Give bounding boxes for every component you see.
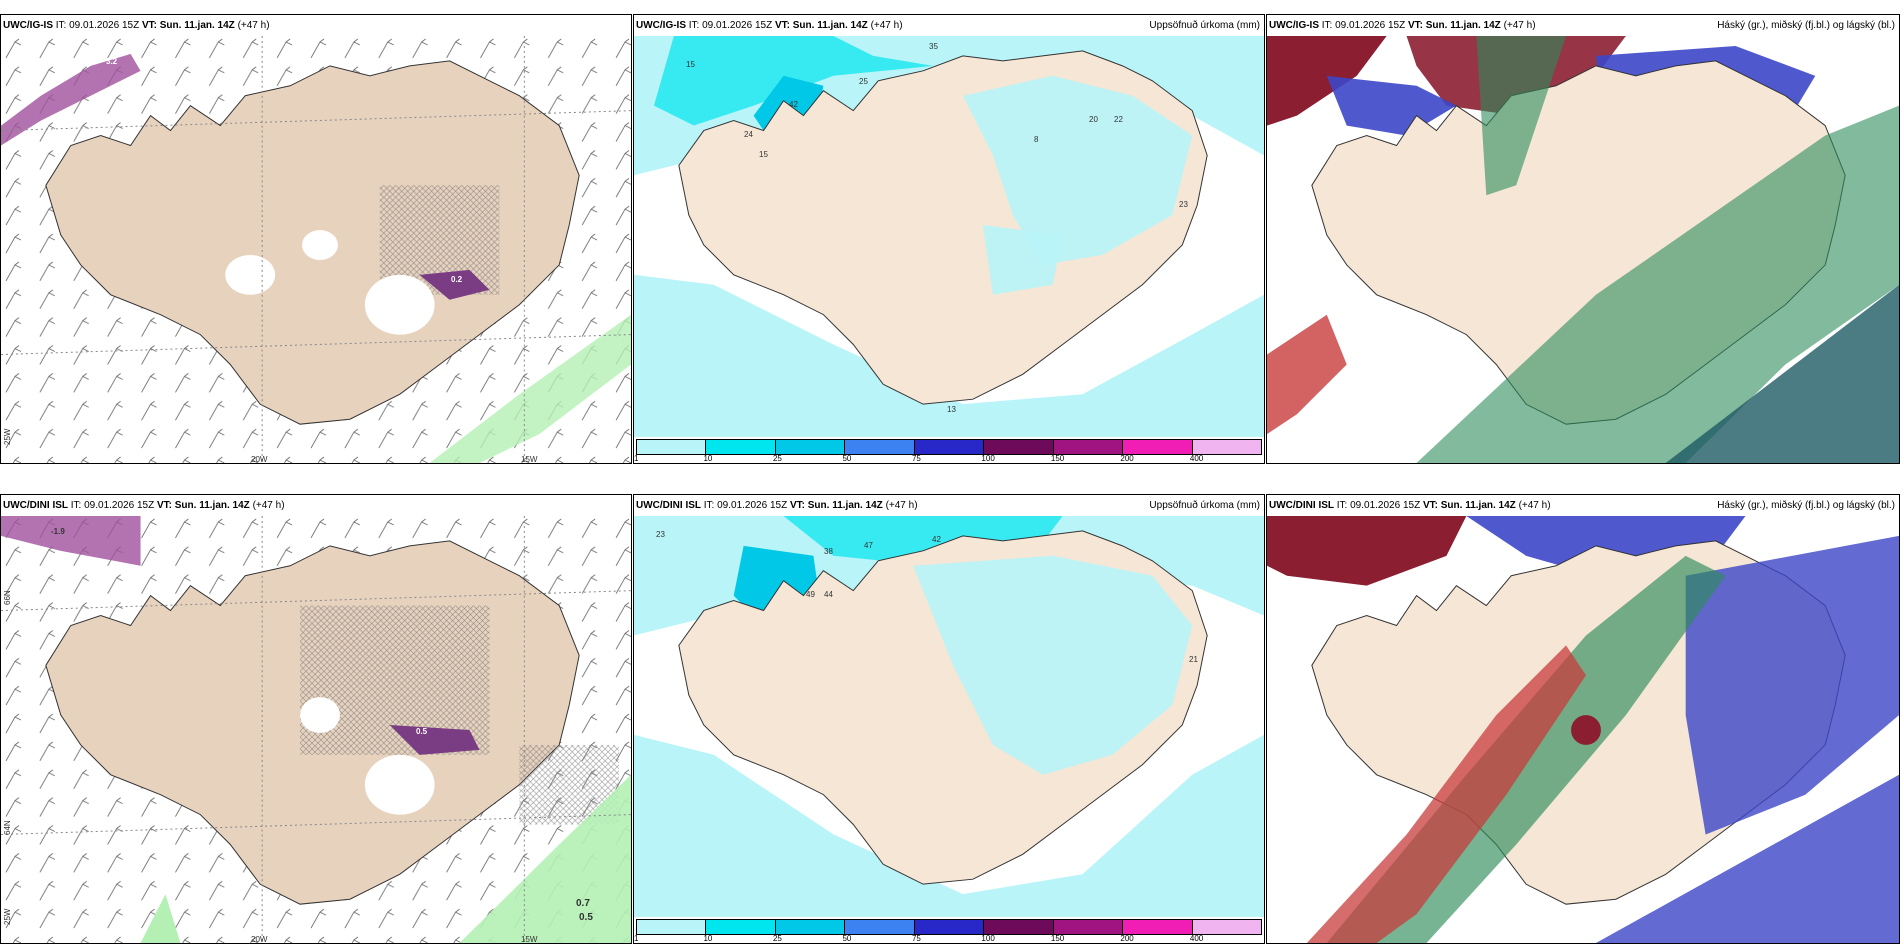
panel-field-label: Háský (gr.), miðský (fj.bl.) og lágský (… [1717,500,1895,511]
colorbar-swatch [637,920,707,934]
map-wind-top [1,36,631,463]
colorbar-swatch [1192,440,1261,454]
panel-field-label: Uppsöfnuð úrkoma (mm) [1149,500,1260,511]
colorbar: 1 10 25 50 75 100 150 200 400 [634,917,1264,943]
colorbar-label: 1 [634,934,639,943]
precip-value: 8 [1034,135,1039,144]
value-label: 3.2 [106,57,118,66]
precip-value: 23 [1179,200,1188,209]
lat-label-25w: 25W [3,428,12,445]
colorbar-label: 100 [981,934,995,943]
colorbar-swatch [637,440,707,454]
colorbar-label: 10 [703,454,713,463]
panel-precip-dini: UWC/DINI ISL IT: 09.01.2026 15Z VT: Sun.… [633,494,1265,944]
colorbar-swatch [1053,920,1124,934]
panel-clouds-igis: UWC/IG-IS IT: 09.01.2026 15Z VT: Sun. 11… [1266,14,1900,464]
precip-value: 20 [1089,115,1098,124]
colorbar-label: 50 [842,934,852,943]
precip-value: 25 [859,77,868,86]
colorbar-label: 200 [1120,454,1134,463]
panel-clouds-dini: UWC/DINI ISL IT: 09.01.2026 15Z VT: Sun.… [1266,494,1900,944]
colorbar-swatch [1123,440,1193,454]
colorbar-label: 400 [1189,454,1204,463]
value-label: 0.7 [576,898,590,909]
panel-title: UWC/IG-IS IT: 09.01.2026 15Z VT: Sun. 11… [1,15,631,36]
panel-title: UWC/DINI ISL IT: 09.01.2026 15Z VT: Sun.… [634,495,1264,516]
value-label: 0.5 [416,727,428,736]
value-label: 0.5 [579,912,593,923]
map-clouds-top [1267,36,1899,463]
colorbar-label: 150 [1050,454,1065,463]
colorbar-swatch [775,440,846,454]
precip-value: 15 [686,60,695,69]
lon-label-15w: 15W [521,455,538,464]
colorbar-label: 25 [772,454,782,463]
precip-value: 15 [759,150,768,159]
colorbar-swatch [775,920,846,934]
map-clouds-bottom [1267,516,1899,943]
colorbar-label: 10 [703,934,713,943]
colorbar-swatches [636,919,1262,935]
panel-wind-igis: UWC/IG-IS IT: 09.01.2026 15Z VT: Sun. 11… [0,14,632,464]
precip-value: 49 [806,590,815,599]
colorbar-swatches [636,439,1262,455]
lat-label-25w: 25W [3,908,12,925]
colorbar-swatch [1123,920,1193,934]
colorbar-label: 100 [981,454,995,463]
precip-value: 47 [864,541,873,550]
precip-value: 35 [929,42,938,51]
panel-title: UWC/IG-IS IT: 09.01.2026 15Z VT: Sun. 11… [1267,15,1899,36]
colorbar-swatch [706,920,776,934]
panel-title: UWC/DINI ISL IT: 09.01.2026 15Z VT: Sun.… [1,495,631,516]
lon-label-20w: 20W [251,455,268,464]
precip-value: 24 [744,130,753,139]
colorbar-swatch [914,920,985,934]
colorbar-label: 25 [772,934,782,943]
value-label: -1.9 [51,527,65,536]
colorbar-swatch [984,440,1054,454]
map-precip-top [634,36,1264,437]
lon-label-15w: 15W [521,935,538,944]
colorbar-label: 50 [842,454,852,463]
colorbar-swatch [1192,920,1261,934]
colorbar-labels: 1 10 25 50 75 100 150 200 400 [634,934,1262,943]
colorbar-labels: 1 10 25 50 75 100 150 200 400 [634,454,1262,463]
colorbar-swatch [845,920,915,934]
precip-value: 23 [656,530,665,539]
colorbar-label: 200 [1120,934,1134,943]
lat-label-64n: 64N [3,820,12,835]
precip-value: 13 [947,405,956,414]
panel-field-label: Háský (gr.), miðský (fj.bl.) og lágský (… [1717,20,1895,31]
colorbar-swatch [706,440,776,454]
panel-precip-igis: UWC/IG-IS IT: 09.01.2026 15Z VT: Sun. 11… [633,14,1265,464]
map-precip-bottom [634,516,1264,917]
panel-title: UWC/DINI ISL IT: 09.01.2026 15Z VT: Sun.… [1267,495,1899,516]
colorbar-swatch [984,920,1054,934]
colorbar-swatch [845,440,915,454]
panel-title: UWC/IG-IS IT: 09.01.2026 15Z VT: Sun. 11… [634,15,1264,36]
colorbar-label: 75 [911,934,921,943]
colorbar-label: 1 [634,454,639,463]
precip-value: 42 [932,535,941,544]
panel-field-label: Uppsöfnuð úrkoma (mm) [1149,20,1260,31]
panel-wind-dini: UWC/DINI ISL IT: 09.01.2026 15Z VT: Sun.… [0,494,632,944]
map-wind-bottom [1,516,631,943]
value-label: 0.2 [451,275,463,284]
colorbar-label: 75 [911,454,921,463]
precip-value: 44 [824,590,833,599]
lat-label-66n: 66N [3,590,12,605]
precip-value: 38 [824,547,833,556]
lon-label-20w: 20W [251,935,268,944]
colorbar-label: 400 [1189,934,1204,943]
precip-value: 42 [789,100,798,109]
colorbar-label: 150 [1050,934,1065,943]
precip-value: 21 [1189,655,1198,664]
colorbar-swatch [914,440,985,454]
precip-value: 22 [1114,115,1123,124]
colorbar-swatch [1053,440,1124,454]
colorbar: 1 10 25 50 75 100 150 200 400 [634,437,1264,463]
